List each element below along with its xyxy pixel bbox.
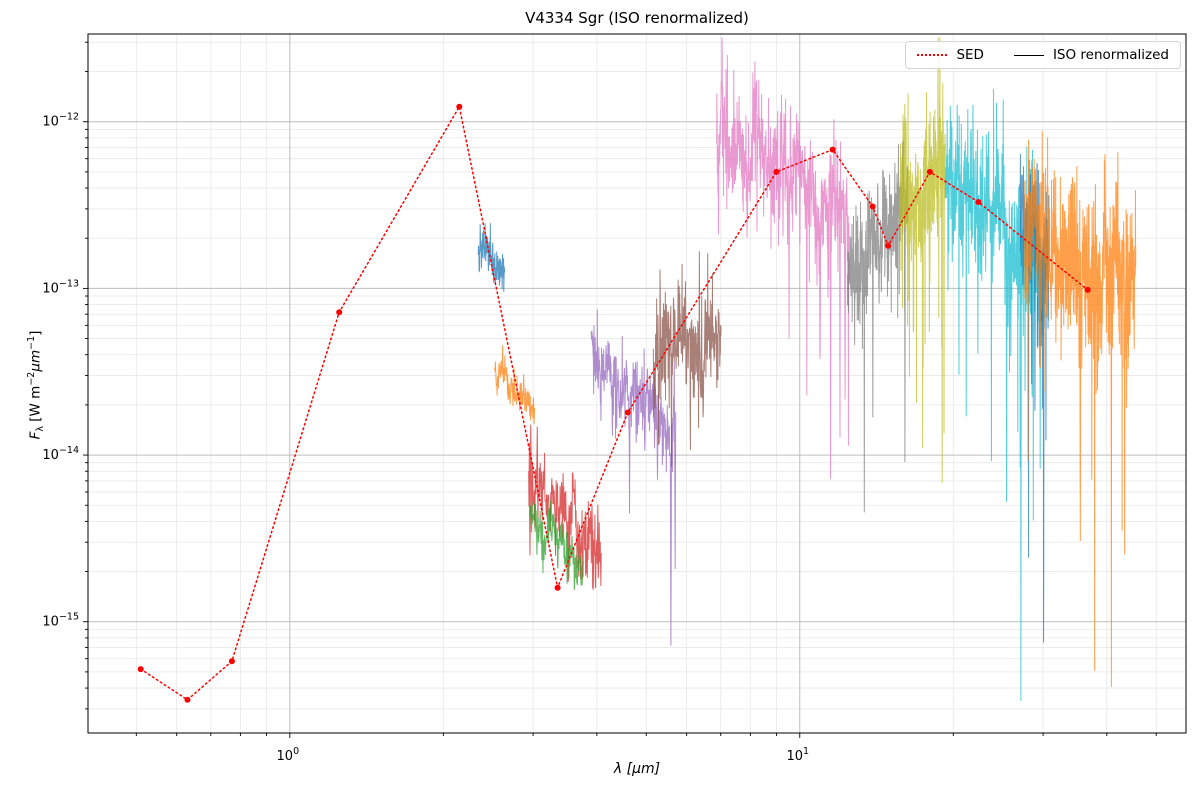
y-axis-label-sub: λ bbox=[35, 426, 47, 432]
x-axis-label-units: [μm] bbox=[622, 761, 661, 777]
iso-spectrum-seg-08 bbox=[846, 139, 909, 513]
sed-point bbox=[184, 696, 191, 703]
tick-labels: 100 101 10−12 10−13 10−14 10−15 bbox=[42, 112, 809, 764]
y-axis-label-symbol: F bbox=[27, 431, 44, 440]
tick-label: 101 bbox=[786, 746, 809, 764]
legend-label-sed: SED bbox=[956, 47, 984, 63]
sed-point bbox=[554, 584, 561, 591]
sed-point bbox=[869, 203, 876, 210]
iso-spectrum-seg-03 bbox=[528, 424, 602, 590]
iso-spectrum-seg-09 bbox=[899, 37, 946, 483]
sed-point bbox=[975, 199, 982, 205]
sed-dotted-line bbox=[139, 104, 1089, 701]
tick-label: 10−13 bbox=[42, 278, 79, 296]
major-gridlines bbox=[88, 34, 1186, 733]
axis-ticks bbox=[83, 41, 1157, 738]
y-axis-label-u1: [W m bbox=[27, 385, 44, 427]
tick-label: 10−14 bbox=[42, 445, 79, 463]
iso-spectrum-seg-04 bbox=[529, 500, 584, 591]
sed-point bbox=[456, 103, 463, 110]
sed-point bbox=[1084, 286, 1091, 293]
sed-point bbox=[885, 242, 892, 249]
sed-point bbox=[829, 146, 836, 153]
y-axis-label-e2: −1 bbox=[25, 335, 37, 350]
y-axis-label-e1: −2 bbox=[25, 371, 37, 386]
x-axis-label-symbol: λ bbox=[613, 761, 623, 777]
sed-point bbox=[624, 409, 631, 416]
y-axis-label-u3: ] bbox=[27, 330, 44, 336]
iso-segments bbox=[477, 37, 1137, 701]
legend: SED ISO renormalized bbox=[905, 41, 1181, 69]
sed-series bbox=[137, 103, 1091, 703]
tick-label: 10−12 bbox=[42, 112, 79, 130]
sed-point bbox=[926, 168, 933, 175]
legend-item-sed: SED bbox=[917, 47, 984, 63]
x-axis-label: λ [μm] bbox=[88, 761, 1186, 777]
iso-spectrum-seg-01 bbox=[477, 223, 506, 292]
axes-spines bbox=[87, 33, 1187, 734]
y-axis-label: Fλ [W m−2μm−1] bbox=[26, 331, 46, 440]
sed-point bbox=[336, 309, 343, 316]
sed-line-sample-icon bbox=[917, 54, 948, 56]
iso-spectrum-seg-05 bbox=[590, 309, 677, 646]
sed-point bbox=[228, 658, 235, 665]
y-axis-label-u2: μm bbox=[27, 349, 44, 372]
iso-spectrum-seg-06 bbox=[652, 251, 722, 468]
chart-title: V4334 Sgr (ISO renormalized) bbox=[525, 9, 749, 27]
iso-spectrum-seg-07 bbox=[716, 37, 850, 479]
sed-point bbox=[137, 666, 144, 673]
legend-label-iso: ISO renormalized bbox=[1052, 47, 1169, 63]
iso-spectrum-seg-12 bbox=[1024, 131, 1137, 687]
tick-label: 10−15 bbox=[42, 612, 79, 630]
sed-point bbox=[773, 168, 780, 175]
legend-item-iso: ISO renormalized bbox=[1013, 47, 1169, 63]
iso-spectrum-seg-02 bbox=[494, 345, 536, 425]
tick-label: 100 bbox=[277, 746, 300, 764]
iso-line-sample-icon bbox=[1013, 54, 1044, 56]
